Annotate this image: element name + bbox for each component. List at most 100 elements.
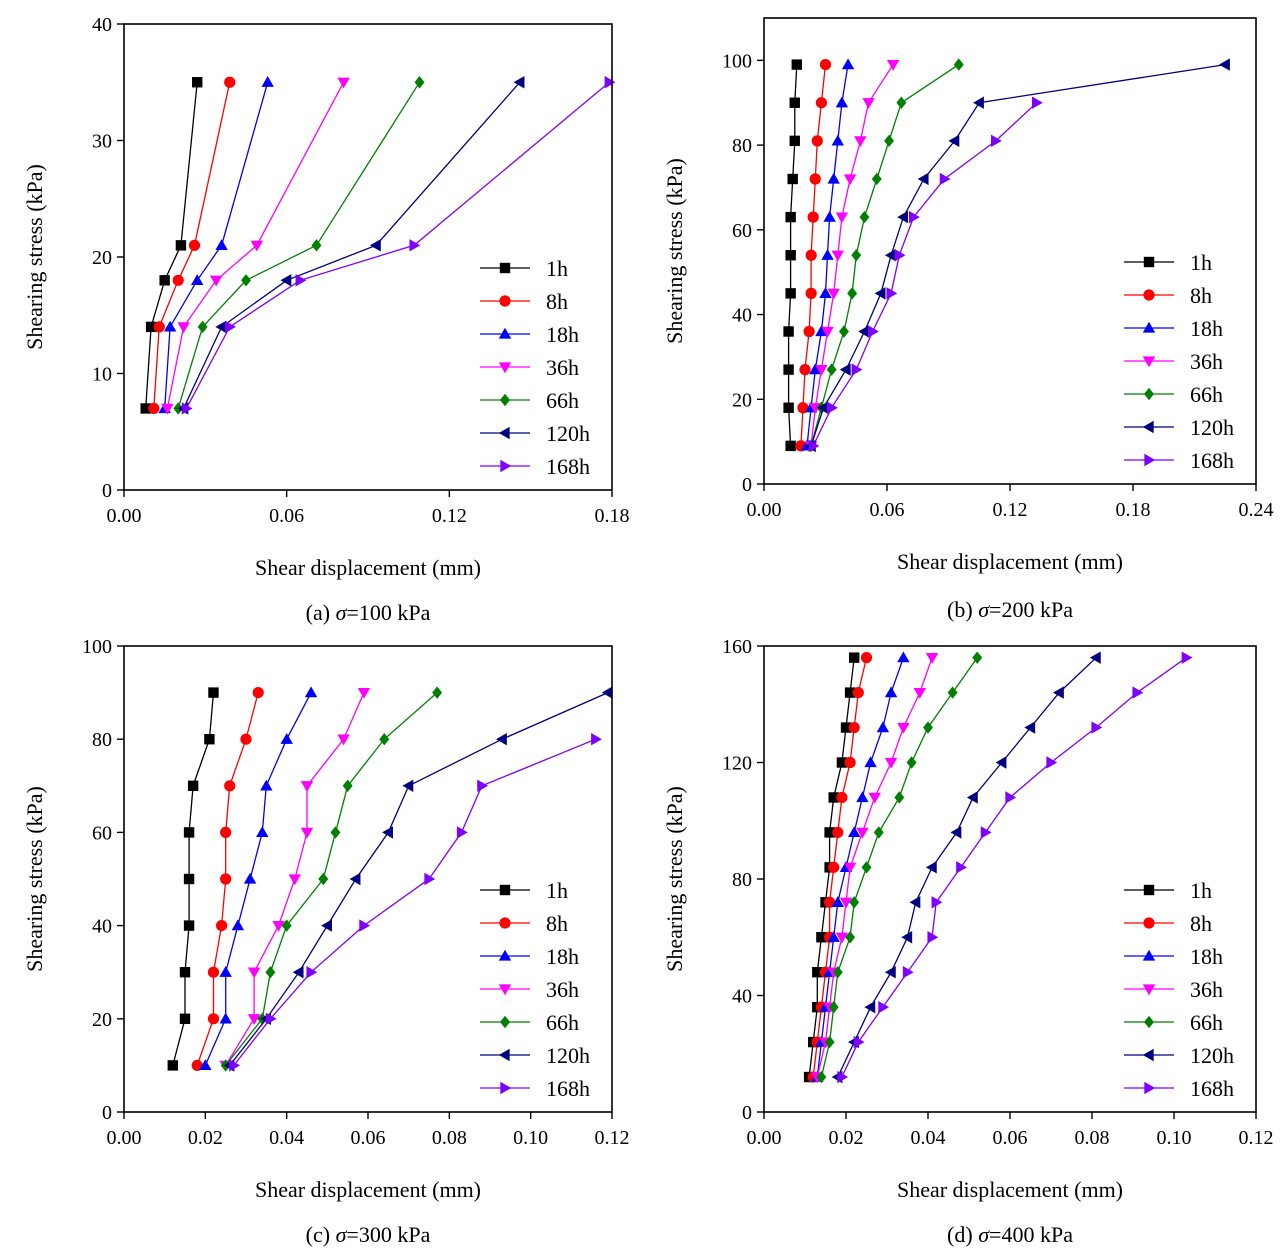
plot-frame — [123, 23, 613, 491]
legend-label-18h: 18h — [1190, 316, 1223, 341]
data-point-36h-7 — [300, 781, 314, 792]
legend-label-36h: 36h — [546, 977, 579, 1002]
data-point-18h-6 — [831, 896, 844, 907]
data-point-36h-9 — [868, 792, 881, 804]
data-point-36h-8 — [337, 734, 350, 746]
legend-marker-120h — [498, 426, 510, 440]
y-tick-label: 100 — [722, 50, 752, 72]
series-line-120h — [810, 63, 1226, 447]
data-point-120h-5 — [513, 76, 525, 89]
data-point-8h-11 — [819, 59, 832, 71]
data-point-168h-1 — [808, 439, 820, 453]
data-point-66h-6 — [851, 249, 862, 262]
data-point-168h-2 — [265, 1012, 277, 1025]
y-tick-label: 80 — [92, 729, 112, 751]
x-tick-label: 0.12 — [1239, 1127, 1274, 1149]
data-point-168h-9 — [991, 134, 1002, 148]
x-tick-label: 0.08 — [432, 1127, 467, 1149]
x-tick-label: 0.12 — [432, 505, 467, 527]
data-point-1h-9 — [208, 687, 219, 698]
y-axis-label: Shearing stress (kPa) — [662, 158, 687, 344]
legend-marker-36h — [1142, 356, 1156, 368]
data-point-1h-8 — [787, 173, 798, 185]
legend-marker-18h — [1142, 321, 1156, 333]
y-tick-label: 20 — [92, 1009, 112, 1031]
data-point-1h-3 — [179, 967, 191, 978]
data-point-120h-4 — [884, 966, 896, 979]
data-point-8h-5 — [805, 287, 817, 299]
data-point-1h-4 — [183, 920, 195, 931]
data-point-36h-9 — [357, 687, 371, 699]
data-point-1h-8 — [824, 827, 835, 838]
data-point-36h-5 — [337, 77, 350, 89]
data-point-18h-3 — [219, 966, 232, 977]
x-axis-label: Shear displacement (mm) — [255, 555, 481, 580]
data-point-66h-8 — [873, 826, 884, 839]
data-point-120h-4 — [321, 919, 332, 932]
data-point-18h-13 — [897, 651, 910, 663]
data-point-36h-11 — [897, 722, 910, 734]
data-point-66h-7 — [859, 210, 870, 224]
data-point-1h-3 — [783, 364, 794, 375]
legend-marker-8h — [1143, 289, 1155, 301]
data-point-168h-6 — [894, 249, 906, 262]
data-point-36h-6 — [300, 827, 314, 839]
data-point-1h-5 — [816, 932, 827, 943]
y-tick-label: 20 — [92, 247, 112, 269]
x-tick-label: 0.12 — [595, 1127, 630, 1149]
data-point-8h-3 — [207, 966, 220, 978]
data-point-168h-3 — [878, 1000, 890, 1014]
data-point-18h-5 — [827, 931, 840, 942]
legend-label-66h: 66h — [1190, 382, 1223, 407]
data-point-66h-3 — [828, 1000, 839, 1014]
data-point-1h-10 — [789, 97, 800, 108]
data-point-120h-5 — [901, 931, 913, 944]
legend-marker-168h — [500, 459, 512, 473]
legend-label-36h: 36h — [1190, 349, 1223, 374]
data-point-120h-11 — [1219, 58, 1230, 71]
legend-label-120h: 120h — [546, 421, 590, 446]
legend-label-168h: 168h — [1190, 1076, 1234, 1101]
data-point-8h-8 — [809, 173, 821, 185]
legend-marker-18h — [498, 949, 512, 961]
y-tick-label: 40 — [732, 986, 752, 1008]
data-point-8h-8 — [240, 733, 252, 745]
legend-marker-36h — [498, 984, 512, 996]
y-tick-label: 20 — [732, 389, 752, 411]
legend-label-8h: 8h — [1190, 283, 1212, 308]
data-point-66h-12 — [947, 686, 958, 699]
data-point-168h-2 — [853, 1035, 865, 1049]
series-line-8h — [812, 657, 868, 1078]
data-point-36h-13 — [925, 653, 939, 664]
data-point-168h-4 — [409, 239, 421, 252]
data-point-1h-4 — [783, 326, 794, 337]
data-point-120h-4 — [858, 325, 870, 338]
data-point-120h-9 — [601, 686, 613, 699]
data-point-36h-4 — [272, 920, 285, 932]
data-point-66h-11 — [923, 721, 933, 734]
y-tick-label: 100 — [82, 636, 112, 658]
data-point-1h-10 — [836, 757, 848, 768]
data-point-18h-6 — [256, 826, 269, 838]
data-point-18h-7 — [260, 779, 273, 791]
data-point-66h-10 — [896, 96, 907, 109]
data-point-18h-9 — [856, 791, 869, 803]
data-point-1h-5 — [183, 873, 195, 885]
legend-label-66h: 66h — [1190, 1010, 1223, 1035]
legend-label-120h: 120h — [1190, 1043, 1234, 1068]
x-tick-label: 0.02 — [188, 1127, 223, 1149]
plot-frame — [763, 645, 1257, 1113]
data-point-1h-3 — [159, 275, 170, 286]
data-point-120h-7 — [925, 861, 937, 874]
series-line-168h — [841, 657, 1187, 1078]
data-point-1h-11 — [791, 59, 802, 70]
data-point-168h-4 — [359, 919, 371, 932]
legend-label-36h: 36h — [546, 355, 579, 380]
legend-label-168h: 168h — [1190, 448, 1234, 473]
x-tick-label: 0.00 — [107, 1127, 142, 1149]
data-point-66h-4 — [838, 325, 849, 338]
y-tick-label: 0 — [102, 1102, 112, 1124]
legend-marker-18h — [1142, 949, 1156, 961]
data-point-36h-3 — [815, 364, 828, 376]
x-tick-label: 0.18 — [595, 505, 630, 527]
